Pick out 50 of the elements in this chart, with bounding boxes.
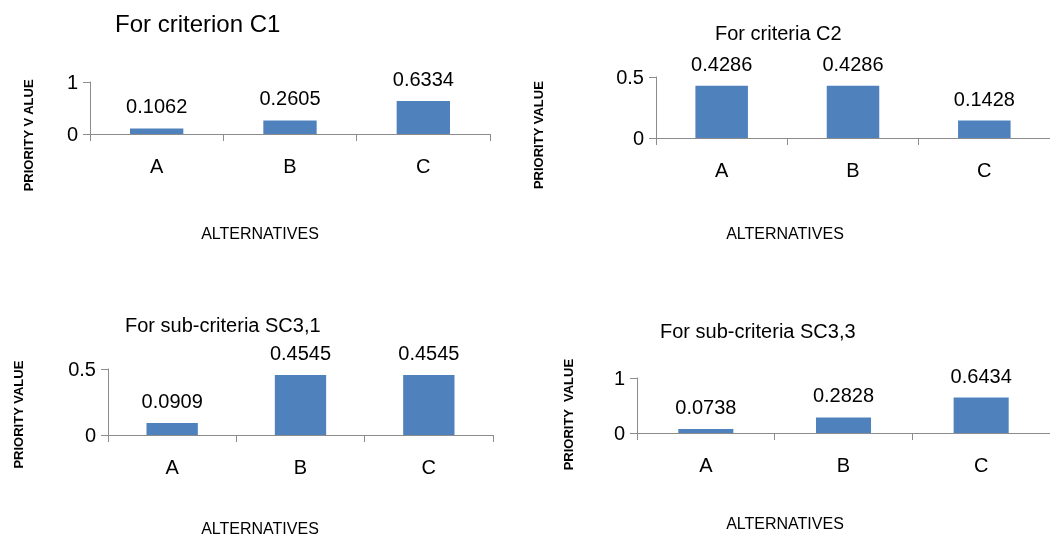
data-label: 0.1062 <box>126 95 188 118</box>
x-axis-title: ALTERNATIVES <box>726 224 844 242</box>
y-tick-label: 0 <box>84 424 96 446</box>
data-label: 0.4545 <box>269 342 332 365</box>
bar <box>263 120 317 134</box>
y-axis-title: PRIORITY VALUE <box>11 360 26 469</box>
x-tick-label: C <box>973 454 989 476</box>
y-axis-title: PRIORITY V ALUE <box>21 79 36 192</box>
data-label: 0.2828 <box>812 384 875 407</box>
y-tick-label: 0 <box>632 127 644 149</box>
y-tick-label: 0.5 <box>616 66 644 88</box>
data-label: 0.6434 <box>950 364 1012 387</box>
data-label: 0.1428 <box>953 87 1015 110</box>
data-label: 0.4286 <box>691 52 753 75</box>
bar <box>815 417 872 433</box>
bar <box>953 397 1009 433</box>
x-tick-label: A <box>699 454 714 476</box>
y-axis-title: PRIORITY VALUE <box>561 358 576 471</box>
x-tick-label: B <box>293 456 308 478</box>
y-tick-label: 0 <box>613 422 625 444</box>
data-label: 0.4545 <box>398 342 460 365</box>
data-label: 0.2605 <box>259 87 321 110</box>
x-tick-label: B <box>846 159 860 181</box>
data-label: 0.4286 <box>822 52 884 75</box>
chart-title: For sub-criteria SC3,1 <box>125 314 321 336</box>
y-tick-label: 1 <box>66 71 78 93</box>
x-tick-label: B <box>836 454 851 476</box>
x-tick-label: A <box>714 159 729 181</box>
bar <box>396 101 450 134</box>
x-tick-label: C <box>416 155 431 177</box>
bar <box>130 128 184 134</box>
x-axis-title: ALTERNATIVES <box>201 224 319 242</box>
x-axis-title: ALTERNATIVES <box>201 519 319 537</box>
chart-title: For sub-criteria SC3,3 <box>660 320 856 342</box>
x-tick-label: C <box>977 159 992 181</box>
x-tick-label: A <box>149 155 164 177</box>
chart-title: For criteria C2 <box>715 22 842 44</box>
chart-title: For criterion C1 <box>115 9 281 37</box>
x-axis-title: ALTERNATIVES <box>726 514 844 532</box>
y-tick-label: 0 <box>66 123 78 145</box>
y-tick-label: 1 <box>613 367 625 389</box>
x-tick-label: A <box>165 456 180 478</box>
y-tick-label: 0.5 <box>68 358 96 380</box>
x-tick-label: B <box>283 155 297 177</box>
bar <box>678 428 734 433</box>
data-label: 0.0738 <box>675 395 737 418</box>
y-axis-title: PRIORITY VALUE <box>531 80 546 190</box>
data-label: 0.0909 <box>141 390 203 412</box>
data-label: 0.6334 <box>392 68 454 91</box>
x-tick-label: C <box>421 456 437 478</box>
